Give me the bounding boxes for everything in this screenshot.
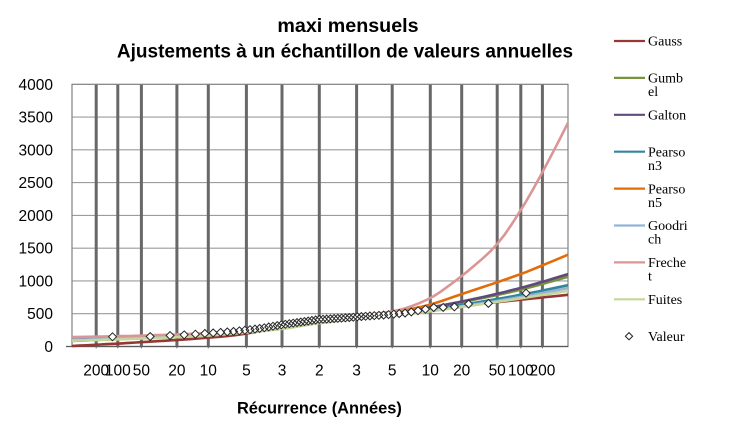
- svg-text:2000: 2000: [19, 208, 54, 225]
- svg-text:Pearso: Pearso: [648, 145, 685, 160]
- svg-text:100: 100: [508, 363, 534, 380]
- svg-text:Freche: Freche: [648, 256, 686, 271]
- svg-text:Valeur: Valeur: [648, 330, 685, 345]
- svg-text:20: 20: [453, 363, 471, 380]
- svg-text:5: 5: [242, 363, 251, 380]
- svg-text:el: el: [648, 85, 658, 100]
- svg-text:1500: 1500: [19, 241, 54, 258]
- svg-text:50: 50: [489, 363, 507, 380]
- svg-text:200: 200: [529, 363, 555, 380]
- svg-text:Goodri: Goodri: [648, 219, 688, 234]
- svg-text:2: 2: [315, 363, 324, 380]
- svg-text:Fuites: Fuites: [648, 293, 682, 308]
- svg-text:10: 10: [200, 363, 218, 380]
- svg-text:Gauss: Gauss: [648, 35, 682, 50]
- svg-text:Galton: Galton: [648, 109, 686, 124]
- svg-text:maxi mensuels: maxi mensuels: [277, 15, 418, 37]
- svg-text:100: 100: [105, 363, 131, 380]
- svg-text:Récurrence (Années): Récurrence (Années): [237, 400, 402, 418]
- svg-text:n3: n3: [648, 159, 662, 174]
- svg-text:500: 500: [27, 306, 53, 323]
- svg-text:t: t: [648, 270, 652, 285]
- svg-text:1000: 1000: [19, 273, 54, 290]
- svg-text:ch: ch: [648, 233, 661, 248]
- svg-text:2500: 2500: [19, 175, 54, 192]
- svg-text:0: 0: [44, 339, 53, 356]
- svg-text:5: 5: [388, 363, 397, 380]
- svg-text:200: 200: [83, 363, 109, 380]
- svg-text:4000: 4000: [19, 77, 54, 94]
- svg-text:3000: 3000: [19, 142, 54, 159]
- svg-text:n5: n5: [648, 196, 662, 211]
- svg-text:Pearso: Pearso: [648, 182, 685, 197]
- svg-text:Ajustements à un échantillon d: Ajustements à un échantillon de valeurs …: [117, 42, 573, 63]
- svg-text:3500: 3500: [19, 110, 54, 127]
- svg-text:20: 20: [168, 363, 186, 380]
- svg-text:3: 3: [352, 363, 361, 380]
- svg-text:50: 50: [133, 363, 151, 380]
- svg-text:3: 3: [278, 363, 287, 380]
- svg-text:10: 10: [422, 363, 440, 380]
- svg-text:Gumb: Gumb: [648, 72, 683, 87]
